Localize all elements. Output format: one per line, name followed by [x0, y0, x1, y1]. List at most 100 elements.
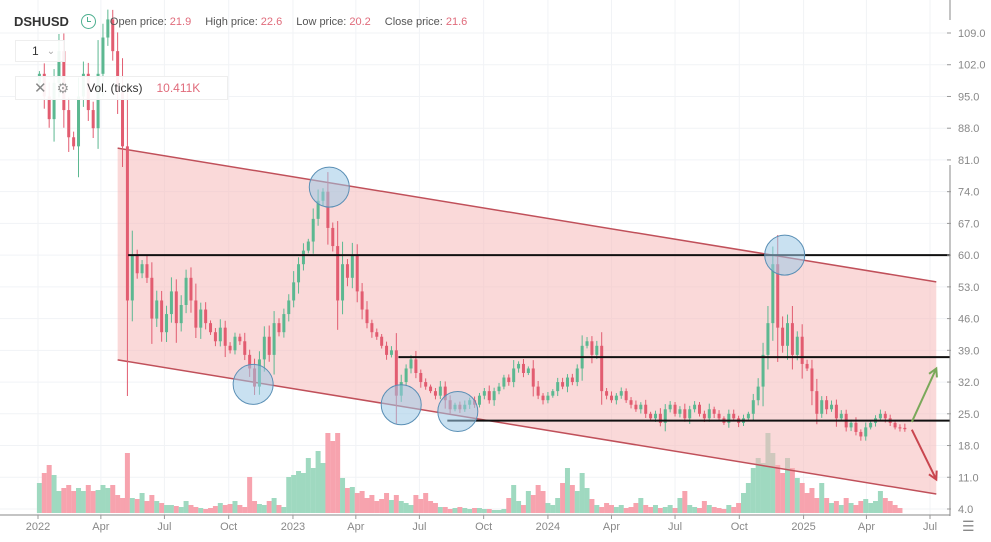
- volume-bar: [491, 510, 497, 513]
- volume-bar: [604, 503, 610, 513]
- axis-settings-icon[interactable]: ☰: [962, 518, 975, 534]
- time-tick-label: Jul: [157, 521, 171, 533]
- volume-bar: [173, 506, 179, 513]
- candle-body: [673, 404, 677, 414]
- candle-body: [634, 404, 638, 410]
- candle-body: [287, 300, 291, 315]
- volume-bar: [877, 491, 883, 513]
- candle-body: [482, 391, 486, 396]
- candle-body: [96, 73, 100, 129]
- volume-bar: [540, 491, 546, 513]
- volume-bar: [564, 468, 570, 513]
- volume-bar: [115, 495, 121, 513]
- price-axis[interactable]: 109.0 102.0 95.0 88.0 81.0 74.0 67.0 60.0 53.0 46…: [947, 0, 986, 516]
- candle-body: [169, 291, 173, 315]
- candle-body: [130, 255, 134, 301]
- volume-bar: [237, 505, 243, 513]
- time-axis[interactable]: 2022 Apr Jul Oct 2023 Apr Jul Oct 2024 Apr Jul Oct 2…: [0, 514, 950, 533]
- volume-bar: [662, 507, 668, 513]
- candle-body: [345, 264, 349, 278]
- touch-circle[interactable]: [437, 391, 479, 433]
- volume-value: 10.411K: [156, 81, 201, 95]
- volume-bar: [638, 498, 644, 513]
- volume-bar: [408, 505, 414, 513]
- volume-bar: [608, 505, 614, 513]
- price-tick-label: 74.0: [958, 187, 979, 199]
- volume-bar: [760, 463, 766, 513]
- touch-circle[interactable]: [380, 384, 422, 426]
- volume-bar: [569, 485, 575, 513]
- candle-body: [830, 404, 834, 410]
- touch-circle[interactable]: [308, 166, 350, 208]
- volume-bar: [168, 505, 174, 513]
- volume-bar: [579, 473, 585, 513]
- volume-bar: [809, 488, 815, 513]
- volume-bar: [496, 510, 502, 513]
- candle-body: [526, 368, 530, 373]
- volume-bar: [731, 507, 737, 513]
- touch-circles[interactable]: [232, 166, 806, 433]
- symbol-legend: DSHUSD Open price: 21.9 High price: 22.6 L…: [14, 14, 477, 29]
- symbol-name[interactable]: DSHUSD: [14, 14, 69, 29]
- price-tick-label: 18.0: [958, 441, 979, 453]
- arrow-head-up: [928, 366, 938, 378]
- candle-body: [394, 350, 398, 396]
- volume-bar: [71, 491, 77, 513]
- volume-bar: [124, 453, 130, 513]
- candle-body: [732, 413, 736, 419]
- volume-bar: [164, 505, 170, 513]
- channel-fill: [117, 148, 937, 495]
- touch-circle[interactable]: [232, 363, 274, 405]
- candle-body: [140, 264, 144, 274]
- candle-body: [497, 386, 501, 392]
- candle-body: [111, 19, 115, 52]
- candle-body: [194, 300, 198, 328]
- touch-circle[interactable]: [764, 234, 806, 276]
- horizontal-levels[interactable]: [128, 254, 950, 422]
- volume-bar: [144, 501, 150, 513]
- descending-channel[interactable]: [117, 147, 937, 495]
- volume-bar: [129, 498, 135, 513]
- candle-body: [649, 413, 653, 419]
- volume-bar: [256, 504, 262, 513]
- volume-bar: [868, 503, 874, 513]
- candle-body: [57, 51, 61, 83]
- volume-bar: [843, 498, 849, 513]
- candle-body: [331, 227, 335, 247]
- candle-body: [492, 391, 496, 401]
- volume-bar: [775, 465, 781, 513]
- candle-body: [341, 264, 345, 301]
- low-value: 20.2: [349, 15, 371, 28]
- volume-bar: [599, 507, 605, 513]
- time-tick-label: Jul: [668, 521, 682, 533]
- candle-body: [370, 323, 374, 333]
- volume-bar: [657, 508, 663, 513]
- candle-body: [786, 323, 790, 346]
- arrow-up[interactable]: [910, 368, 938, 423]
- volume-bar: [388, 500, 394, 513]
- candle-body: [771, 264, 775, 324]
- close-icon[interactable]: ✕: [34, 80, 47, 97]
- volume-bar: [159, 503, 165, 513]
- volume-bar: [853, 505, 859, 513]
- volume-bar: [374, 501, 380, 513]
- arrow-down[interactable]: [910, 429, 938, 480]
- projection-arrows[interactable]: [910, 366, 938, 482]
- gear-icon[interactable]: ⚙: [56, 79, 70, 96]
- time-tick-label: 2025: [791, 521, 815, 533]
- candle-body: [292, 282, 296, 301]
- interval-dropdown[interactable]: 1 ⌄: [15, 40, 65, 62]
- volume-bar: [266, 501, 272, 513]
- volume-bar: [379, 499, 385, 513]
- candle-body: [585, 341, 589, 346]
- time-tick-label: Apr: [858, 521, 875, 533]
- price-tick-label: 102.0: [958, 60, 986, 72]
- candle-body: [605, 391, 609, 396]
- volume-bar: [814, 498, 820, 513]
- time-tick-label: 2022: [26, 521, 50, 533]
- candle-body: [209, 323, 213, 333]
- volume-bar: [384, 493, 390, 513]
- high-value: 22.6: [260, 15, 283, 28]
- candle-body: [365, 309, 369, 324]
